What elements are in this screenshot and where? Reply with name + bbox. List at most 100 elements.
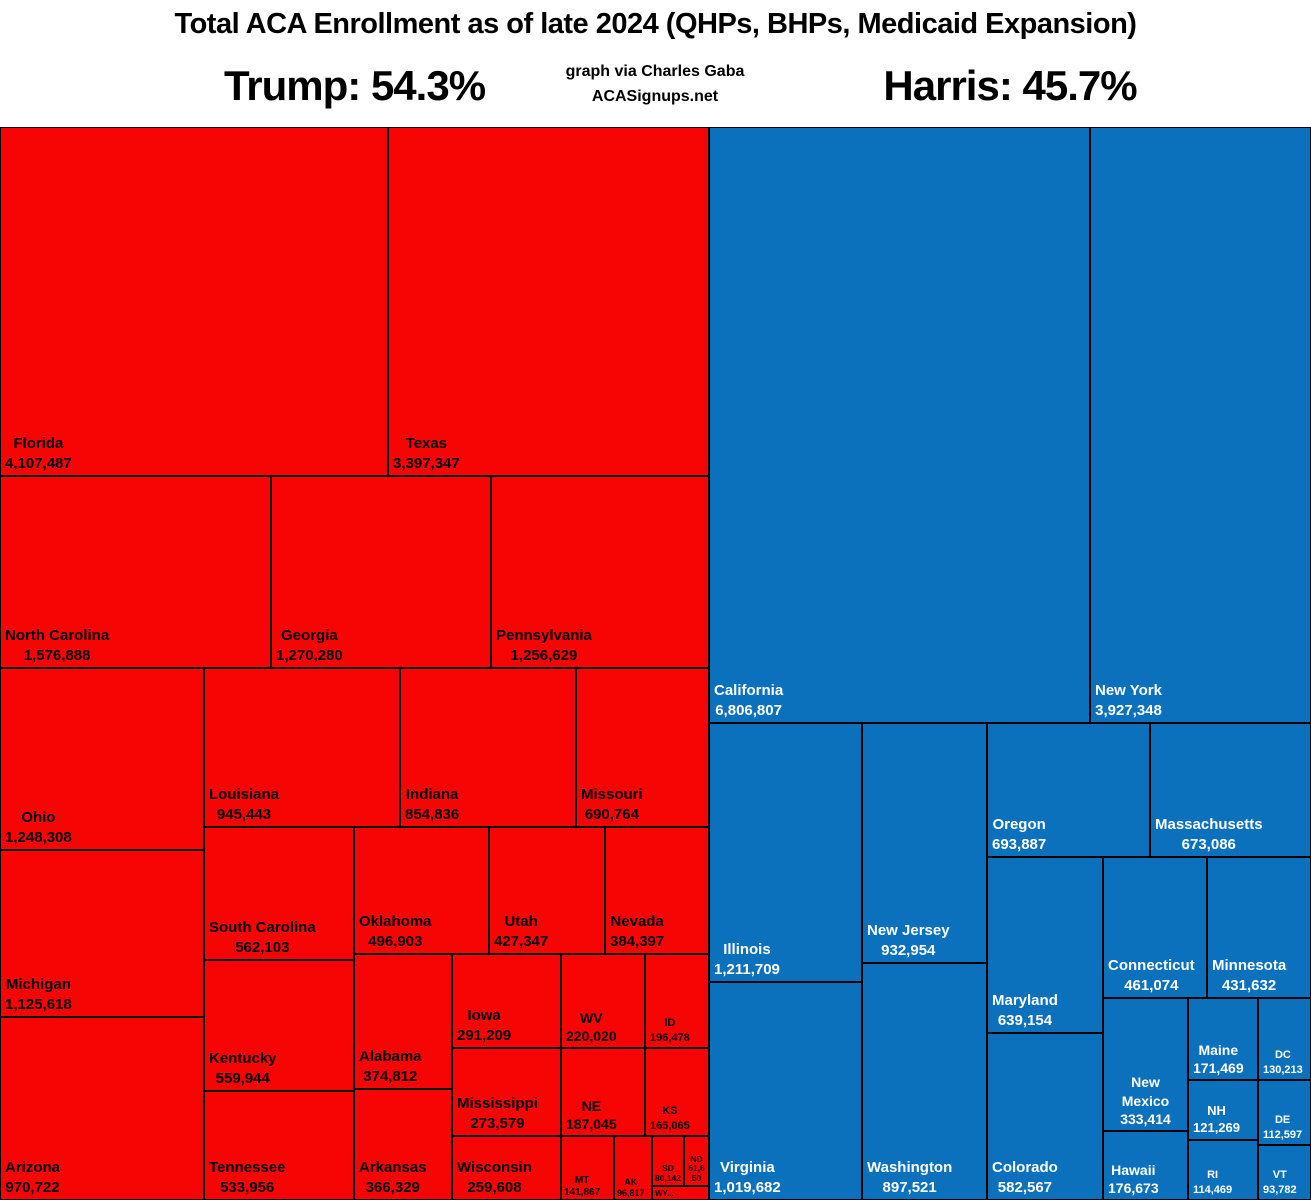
state-enrollment-value: 897,521: [882, 1178, 937, 1196]
state-name: SD: [662, 1163, 674, 1174]
state-name: Arkansas: [359, 1159, 427, 1176]
state-name: Mississippi: [457, 1095, 538, 1112]
cell-label: Arkansas 366,329: [359, 1158, 427, 1197]
state-enrollment-value: 366,329: [365, 1178, 420, 1196]
state-enrollment-value: 970,722: [5, 1178, 60, 1196]
cell-label: ID 196,478: [650, 1016, 690, 1045]
cell-label: Ohio 1,248,308: [5, 808, 72, 847]
state-enrollment-value: 273,579: [470, 1114, 525, 1132]
cell-oklahoma: Oklahoma 496,903: [354, 827, 489, 954]
state-enrollment-value: 496,903: [368, 932, 423, 950]
state-enrollment-value: 1,270,280: [276, 646, 343, 664]
state-name: New York: [1095, 682, 1162, 699]
state-enrollment-value: 141,867: [564, 1186, 601, 1198]
state-enrollment-value: 220,020: [566, 1027, 617, 1044]
state-enrollment-value: 3,397,347: [393, 454, 460, 472]
state-name: Arizona: [5, 1159, 61, 1176]
cell-pennsylvania: Pennsylvania 1,256,629: [491, 476, 709, 668]
cell-north-carolina: North Carolina 1,576,888: [0, 476, 271, 668]
cell-maryland: Maryland 639,154: [987, 857, 1103, 1033]
state-enrollment-value: 61,650: [688, 1163, 705, 1184]
cell-michigan: Michigan 1,125,618: [0, 850, 204, 1017]
state-name: Texas: [405, 435, 448, 452]
cell-label: Maine 171,469: [1193, 1041, 1244, 1077]
cell-label: Iowa 291,209: [457, 1006, 511, 1045]
state-enrollment-value: 582,567: [997, 1178, 1053, 1196]
cell-label: Utah 427,347: [494, 912, 548, 951]
state-name: WV: [580, 1009, 603, 1026]
cell-sd: SD 80,142: [652, 1136, 684, 1186]
state-enrollment-value: 96,817: [617, 1187, 645, 1198]
state-enrollment-value: 333,414: [1120, 1110, 1171, 1127]
harris-share-label: Harris: 45.7%: [883, 62, 1137, 109]
cell-wy: WY...: [652, 1186, 709, 1200]
state-name: Washington: [867, 1159, 953, 1176]
trump-share-label: Trump: 54.3%: [223, 62, 486, 109]
state-name: Minnesota: [1212, 957, 1287, 974]
cell-mississippi: Mississippi 273,579: [452, 1048, 561, 1136]
state-enrollment-value: 932,954: [881, 941, 936, 959]
cell-label: Mississippi 273,579: [457, 1094, 538, 1133]
state-name: Illinois: [723, 941, 771, 958]
state-name: South Carolina: [209, 919, 316, 936]
cell-georgia: Georgia 1,270,280: [271, 476, 491, 668]
cell-florida: Florida 4,107,487: [0, 127, 388, 476]
state-name: Georgia: [281, 627, 338, 644]
state-enrollment-value: 4,107,487: [5, 454, 72, 472]
state-enrollment-value: 176,673: [1108, 1179, 1159, 1196]
credit-attribution: graph via Charles Gaba ACASignups.net: [475, 60, 835, 110]
cell-label: Tennessee 533,956: [209, 1158, 285, 1197]
state-enrollment-value: 431,632: [1221, 976, 1277, 994]
state-name: Louisiana: [209, 786, 280, 803]
cell-label: Nevada 384,397: [610, 912, 664, 951]
cell-label: Virginia 1,019,682: [714, 1158, 781, 1197]
cell-label: SD 80,142: [655, 1164, 681, 1184]
cell-maine: Maine 171,469: [1188, 998, 1258, 1080]
cell-label: Minnesota 431,632: [1212, 956, 1286, 995]
state-name: Colorado: [992, 1159, 1058, 1176]
state-name: Missouri: [581, 786, 643, 803]
cell-id: ID 196,478: [645, 954, 709, 1048]
cell-ohio: Ohio 1,248,308: [0, 668, 204, 850]
cell-wisconsin: Wisconsin 259,608: [452, 1136, 561, 1200]
credit-line-2: ACASignups.net: [591, 87, 719, 105]
cell-label: Hawaii 176,673: [1108, 1161, 1159, 1197]
state-name: ID: [664, 1017, 676, 1030]
state-name: Virginia: [719, 1159, 775, 1176]
cell-indiana: Indiana 854,836: [400, 668, 576, 827]
treemap: Florida 4,107,487 Texas 3,397,347 North Caro…: [0, 127, 1311, 1200]
cell-label: RI 114,469: [1193, 1168, 1232, 1197]
cell-south-carolina: South Carolina 562,103: [204, 827, 354, 960]
cell-label: Massachusetts 673,086: [1155, 815, 1263, 854]
cell-label: New Jersey 932,954: [867, 921, 950, 960]
cell-new-york: New York 3,927,348: [1090, 127, 1311, 723]
cell-nevada: Nevada 384,397: [605, 827, 709, 954]
state-name: Ohio: [21, 809, 56, 826]
cell-label: MT 141,867: [564, 1175, 600, 1198]
state-name: Indiana: [405, 786, 459, 803]
state-name: Wisconsin: [457, 1159, 532, 1176]
cell-label: Michigan 1,125,618: [5, 975, 72, 1014]
cell-ne: NE 187,045: [561, 1048, 645, 1136]
state-enrollment-value: 945,443: [216, 805, 272, 823]
state-name: Florida: [13, 435, 64, 452]
cell-label: WV 220,020: [566, 1009, 617, 1045]
cell-label: NH 121,269: [1193, 1103, 1240, 1137]
cell-label: Wisconsin 259,608: [457, 1158, 532, 1197]
cell-wv: WV 220,020: [561, 954, 645, 1048]
cell-utah: Utah 427,347: [489, 827, 605, 954]
state-enrollment-value: 461,074: [1124, 976, 1179, 994]
state-name: New Mexico: [1121, 1074, 1170, 1109]
page-title: Total ACA Enrollment as of late 2024 (QH…: [174, 8, 1137, 40]
state-enrollment-value: 384,397: [610, 932, 665, 950]
state-enrollment-value: 6,806,807: [715, 701, 782, 719]
state-enrollment-value: 130,213: [1263, 1063, 1303, 1076]
cell-label: Louisiana 945,443: [209, 785, 279, 824]
state-name: North Carolina: [5, 627, 110, 644]
state-name: Nevada: [610, 913, 664, 930]
state-enrollment-value: 3,927,348: [1095, 701, 1162, 719]
state-enrollment-value: 1,211,709: [714, 960, 780, 978]
cell-label: NE 187,045: [566, 1097, 617, 1133]
cell-label: Missouri 690,764: [581, 785, 643, 824]
cell-label: Oklahoma 496,903: [359, 912, 432, 951]
